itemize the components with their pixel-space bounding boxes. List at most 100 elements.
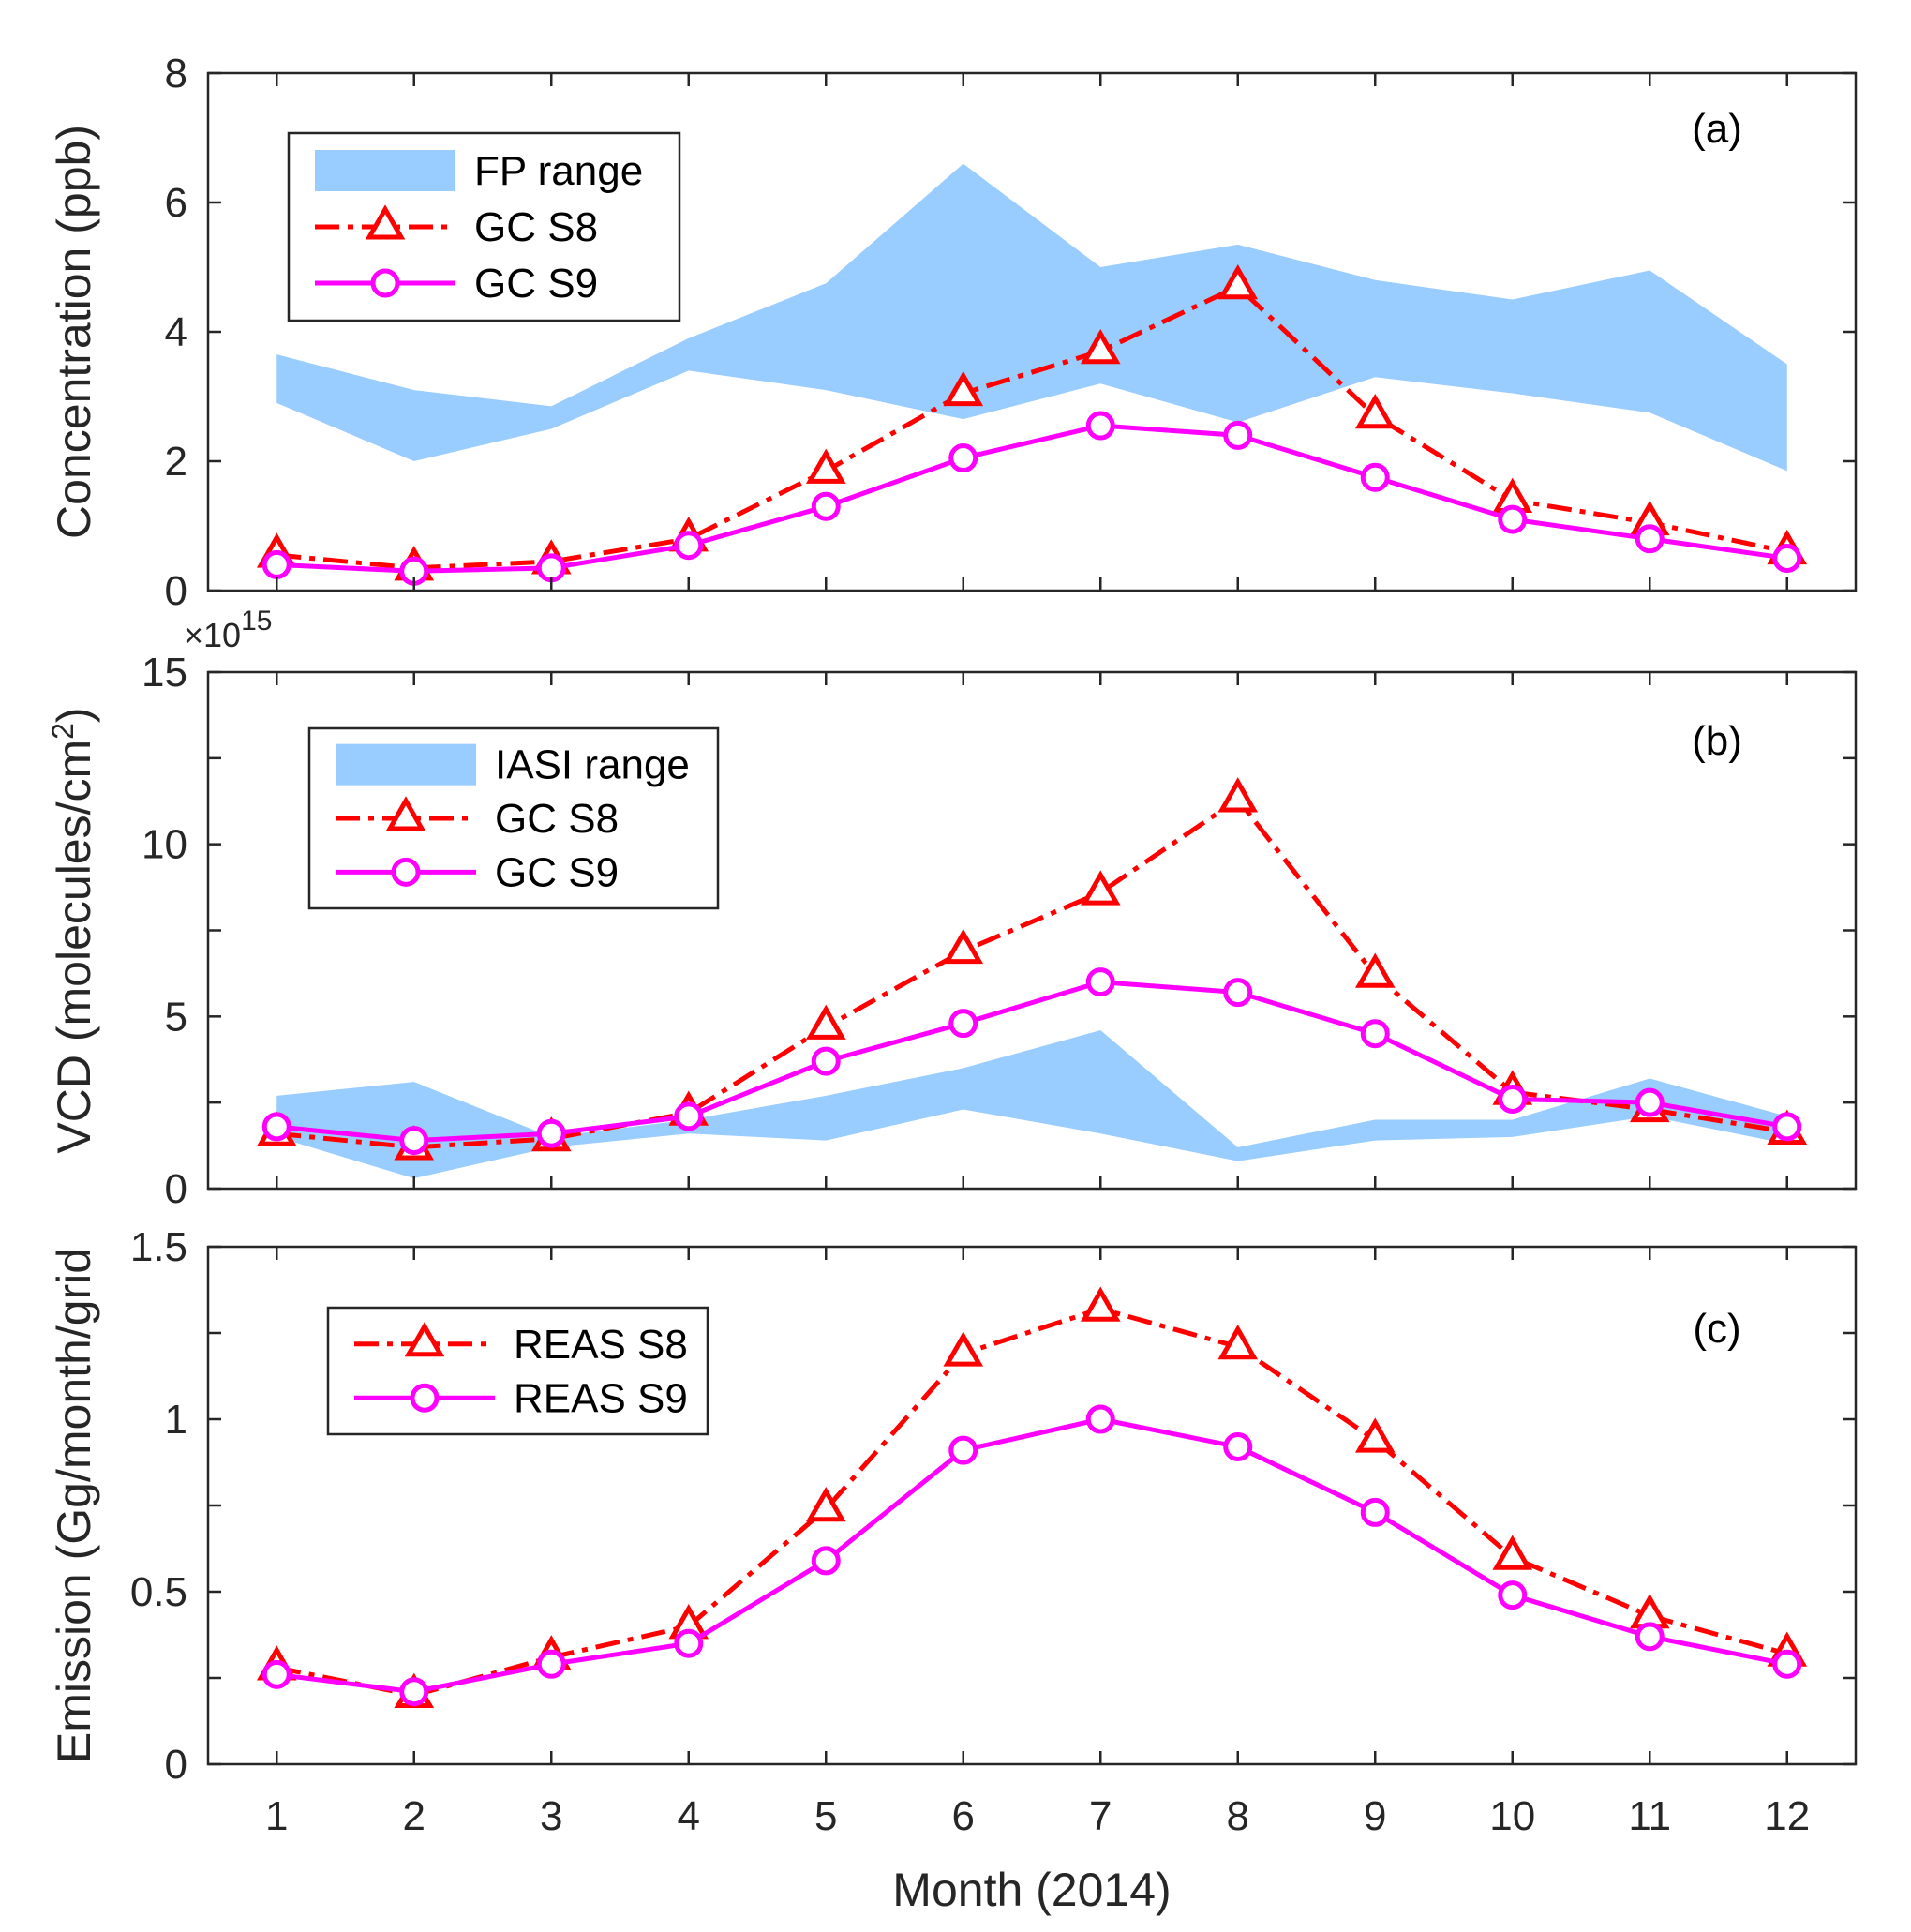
s8-point-5 bbox=[805, 1004, 846, 1040]
y-label-text: VCD (molecules/cm bbox=[48, 740, 100, 1154]
x-tick-label: 5 bbox=[814, 1793, 837, 1839]
s9-point-6 bbox=[948, 443, 978, 473]
s9-point-10 bbox=[1498, 1580, 1528, 1610]
exponent-power: 15 bbox=[241, 606, 272, 637]
s8-point-8 bbox=[1217, 777, 1259, 813]
s9-point-3 bbox=[536, 1118, 566, 1148]
x-axis-label: Month (2014) bbox=[892, 1864, 1171, 1916]
x-tick-label: 11 bbox=[1628, 1793, 1671, 1839]
x-tick-label: 4 bbox=[678, 1793, 700, 1839]
s9-point-7 bbox=[1085, 1404, 1115, 1434]
y-tick-label: 0 bbox=[165, 1166, 187, 1212]
y-tick-label: 1.5 bbox=[130, 1224, 187, 1270]
s9-point-8 bbox=[1223, 978, 1253, 1008]
series-line-s8 bbox=[276, 1306, 1788, 1698]
y-label-text: Emission (Gg/month/grid bbox=[48, 1248, 100, 1763]
x-tick-label: 8 bbox=[1227, 1793, 1249, 1839]
legend: FP range GC S8 GC S9 bbox=[287, 131, 681, 322]
s9-point-2 bbox=[399, 1677, 429, 1707]
y-label-text: Concentration (ppb) bbox=[48, 125, 100, 539]
legend-triangle-marker bbox=[365, 204, 406, 240]
legend: IASI range GC S8 GC S9 bbox=[307, 726, 720, 910]
s8-point-7 bbox=[1080, 328, 1121, 365]
s8-point-9 bbox=[1354, 393, 1396, 429]
y-axis-label: VCD (molecules/cm2) bbox=[46, 707, 100, 1153]
legend-circle-marker bbox=[410, 1383, 440, 1413]
x-tick-label: 9 bbox=[1364, 1793, 1386, 1839]
legend-label: GC S8 bbox=[495, 796, 619, 842]
s9-point-9 bbox=[1360, 1497, 1390, 1527]
s9-point-7 bbox=[1085, 967, 1115, 997]
s8-point-7 bbox=[1080, 1286, 1121, 1322]
range-band bbox=[276, 1030, 1787, 1178]
y-tick-label: 15 bbox=[142, 650, 187, 696]
panel-tag: (c) bbox=[1693, 1306, 1740, 1352]
legend-label: GC S8 bbox=[474, 204, 598, 250]
s9-point-9 bbox=[1360, 462, 1390, 492]
x-tick-label: 6 bbox=[952, 1793, 975, 1839]
s8-point-8 bbox=[1217, 263, 1259, 300]
series-line-s9 bbox=[276, 980, 1788, 1144]
x-tick-label: 10 bbox=[1489, 1793, 1535, 1839]
series-line-s8 bbox=[276, 797, 1788, 1150]
legend-box bbox=[326, 1306, 709, 1436]
axis-exponent: ×1015 bbox=[184, 606, 272, 654]
x-tick-label: 7 bbox=[1089, 1793, 1112, 1839]
legend-label: GC S9 bbox=[495, 849, 619, 895]
s9-point-7 bbox=[1085, 411, 1115, 441]
panel-1: 0 2 4 6 8 Concentration (ppb) (a) FP range GC S8… bbox=[48, 51, 1858, 614]
y-tick-label: 6 bbox=[165, 180, 187, 226]
legend-band-swatch bbox=[315, 150, 455, 191]
panel-3: 0 0.5 1 1.5 Emission (Gg/month/grid (c) REAS S… bbox=[48, 1224, 1858, 1916]
y-tick-label: 10 bbox=[142, 822, 187, 868]
s9-point-3 bbox=[536, 553, 566, 583]
legend-triangle-marker bbox=[404, 1322, 445, 1357]
s8-point-10 bbox=[1492, 1535, 1533, 1570]
y-tick-label: 5 bbox=[165, 994, 187, 1040]
s9-point-11 bbox=[1635, 524, 1665, 554]
s9-point-3 bbox=[536, 1649, 566, 1679]
s9-point-12 bbox=[1772, 1112, 1802, 1142]
legend-label: REAS S9 bbox=[514, 1375, 688, 1421]
s9-point-11 bbox=[1635, 1087, 1665, 1117]
s9-point-5 bbox=[811, 1546, 841, 1576]
exponent-base: ×10 bbox=[184, 616, 241, 654]
y-axis-label: Concentration (ppb) bbox=[48, 125, 100, 539]
s9-point-5 bbox=[811, 1046, 841, 1076]
y-tick-label: 2 bbox=[165, 439, 187, 485]
series-line-s9 bbox=[276, 423, 1788, 574]
s8-point-9 bbox=[1354, 952, 1396, 988]
x-tick-label: 3 bbox=[540, 1793, 562, 1839]
s9-point-1 bbox=[261, 1112, 291, 1142]
legend-label: REAS S8 bbox=[514, 1322, 688, 1368]
y-axis-label: Emission (Gg/month/grid bbox=[48, 1248, 100, 1763]
s9-point-2 bbox=[399, 1126, 429, 1156]
s9-point-1 bbox=[261, 549, 291, 579]
y-tick-label: 1 bbox=[165, 1397, 187, 1443]
s9-point-12 bbox=[1772, 544, 1802, 573]
s8-point-7 bbox=[1080, 870, 1121, 906]
s9-point-12 bbox=[1772, 1649, 1802, 1679]
y-tick-label: 8 bbox=[165, 51, 187, 97]
y-tick-label: 0 bbox=[165, 1742, 187, 1788]
y-label-end: ) bbox=[48, 707, 100, 723]
s9-point-8 bbox=[1223, 1431, 1253, 1461]
legend-label: IASI range bbox=[495, 742, 690, 788]
s8-point-5 bbox=[805, 1486, 846, 1522]
panel-2: 0 5 10 15 VCD (molecules/cm2) ×1015 (b) IASI ra… bbox=[46, 606, 1858, 1212]
s9-point-4 bbox=[674, 1628, 704, 1658]
legend-triangle-marker bbox=[385, 796, 426, 831]
s9-point-4 bbox=[674, 1101, 704, 1131]
legend-circle-marker bbox=[391, 857, 421, 887]
range-band bbox=[276, 163, 1787, 472]
s9-point-11 bbox=[1635, 1622, 1665, 1652]
legend-label: GC S9 bbox=[474, 261, 598, 307]
legend-circle-marker bbox=[370, 268, 400, 298]
s9-point-9 bbox=[1360, 1019, 1390, 1049]
s9-point-6 bbox=[948, 1435, 978, 1465]
s8-point-5 bbox=[805, 448, 846, 484]
series-line-s9 bbox=[276, 1416, 1788, 1695]
legend: REAS S8 REAS S9 bbox=[326, 1306, 709, 1436]
s9-point-8 bbox=[1223, 420, 1253, 450]
